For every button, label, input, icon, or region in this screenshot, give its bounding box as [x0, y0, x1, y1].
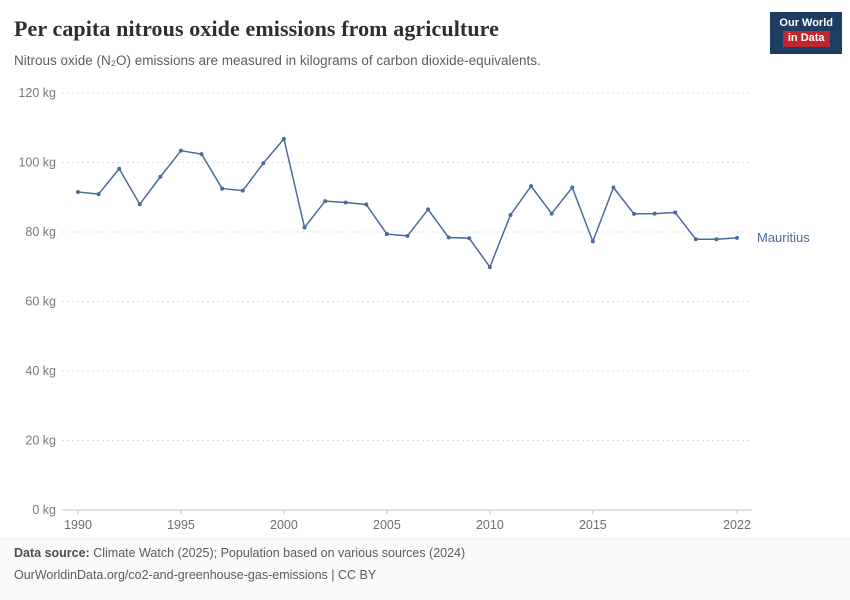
owid-logo-line1: Our World [779, 17, 833, 29]
data-point[interactable] [364, 202, 369, 207]
owid-logo-line2: in Data [782, 31, 830, 47]
data-point[interactable] [590, 239, 595, 244]
x-tick-label: 2022 [723, 518, 751, 532]
data-point[interactable] [446, 235, 451, 240]
y-tick-label: 100 kg [18, 156, 56, 170]
x-tick-label: 1995 [167, 518, 195, 532]
data-point[interactable] [611, 185, 616, 190]
data-point[interactable] [693, 237, 698, 242]
data-point[interactable] [384, 232, 389, 237]
data-point[interactable] [735, 235, 739, 240]
data-point[interactable] [652, 211, 657, 216]
data-point[interactable] [76, 190, 80, 195]
data-point[interactable] [549, 211, 554, 216]
data-point[interactable] [281, 136, 286, 141]
footer-data-source: Data source: Climate Watch (2025); Popul… [14, 546, 465, 560]
data-point[interactable] [426, 207, 431, 212]
data-point[interactable] [714, 237, 719, 242]
data-point[interactable] [137, 202, 142, 207]
x-tick-label: 1990 [64, 518, 92, 532]
series-label-mauritius[interactable]: Mauritius [757, 230, 810, 245]
x-tick-label: 2005 [373, 518, 401, 532]
footer-url[interactable]: OurWorldinData.org/co2-and-greenhouse-ga… [14, 568, 377, 582]
y-tick-label: 0 kg [32, 503, 56, 517]
x-tick-label: 2015 [579, 518, 607, 532]
data-point[interactable] [632, 211, 637, 216]
data-point[interactable] [570, 185, 575, 190]
data-point[interactable] [220, 186, 225, 191]
data-source-text: Climate Watch (2025); Population based o… [93, 546, 466, 560]
y-tick-label: 60 kg [25, 295, 56, 309]
chart-subtitle: Nitrous oxide (N₂O) emissions are measur… [14, 53, 541, 68]
data-point[interactable] [302, 225, 307, 230]
footer-band [0, 538, 850, 600]
data-point[interactable] [158, 174, 163, 179]
chart-title: Per capita nitrous oxide emissions from … [14, 16, 499, 41]
data-point[interactable] [199, 152, 204, 157]
y-tick-label: 20 kg [25, 434, 56, 448]
data-point[interactable] [508, 212, 513, 217]
data-point[interactable] [343, 200, 348, 205]
data-point[interactable] [178, 148, 183, 153]
series-line-mauritius[interactable] [77, 138, 738, 268]
data-point[interactable] [673, 210, 678, 215]
x-tick-label: 2000 [270, 518, 298, 532]
y-tick-label: 120 kg [18, 86, 56, 100]
data-point[interactable] [261, 161, 266, 166]
y-tick-label: 80 kg [25, 225, 56, 239]
data-point[interactable] [117, 166, 122, 171]
data-point[interactable] [529, 184, 534, 189]
data-point[interactable] [240, 188, 245, 193]
data-point[interactable] [487, 265, 492, 270]
data-point[interactable] [467, 236, 472, 241]
x-tick-label: 2010 [476, 518, 504, 532]
data-point[interactable] [323, 199, 328, 204]
data-source-label: Data source: [14, 546, 90, 560]
data-point[interactable] [405, 233, 410, 238]
data-point[interactable] [96, 192, 101, 197]
y-tick-label: 40 kg [25, 364, 56, 378]
owid-logo[interactable]: Our World in Data [770, 12, 842, 54]
